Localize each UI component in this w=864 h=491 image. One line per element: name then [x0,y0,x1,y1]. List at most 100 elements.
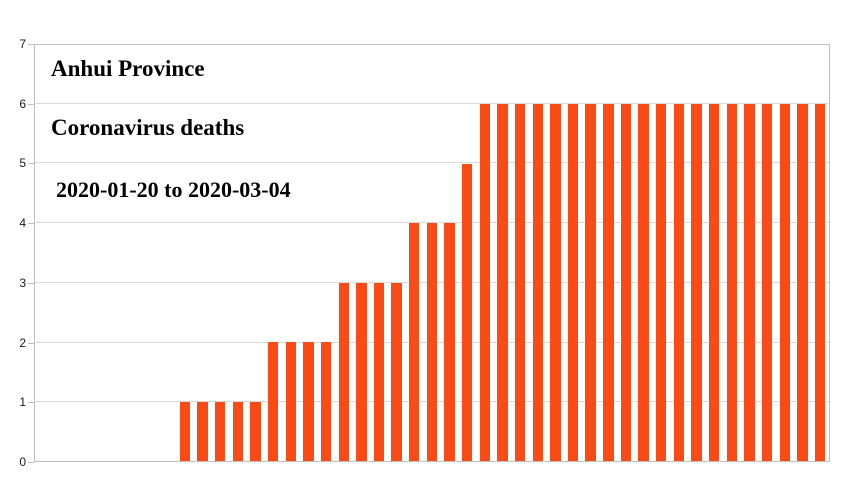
bar-day-17-value-2 [320,342,332,461]
gridline-y5 [35,162,829,164]
bar-day-18-value-3 [338,282,349,461]
bar-slot [758,45,776,461]
y-axis-label-0: 0 [19,455,26,469]
y-axis-tick-2 [28,342,34,344]
bar-slot [423,45,441,461]
y-axis-tick-7 [28,44,34,45]
bar-day-40-value-6 [726,104,737,461]
bar-day-26-value-6 [479,104,491,461]
bar-slot [194,45,212,461]
bar-day-24-value-4 [444,223,455,461]
bar-slot [211,45,229,461]
bar-slot [494,45,512,461]
y-axis-tick-1 [28,402,34,404]
bar-slot [405,45,423,461]
bar-day-33-value-6 [603,104,614,461]
y-axis-tick-3 [28,282,34,284]
bar-day-29-value-6 [532,104,543,461]
bar-day-30-value-6 [550,104,561,461]
bar-slot [35,45,53,461]
bar-day-16-value-2 [303,342,314,461]
bar-slot [335,45,353,461]
bar-day-25-value-5 [461,163,473,461]
bar-slot [123,45,141,461]
bar-slot [794,45,812,461]
y-axis-label-2: 2 [19,335,26,350]
bar-slot [723,45,741,461]
bar-slot [652,45,670,461]
bar-slot [529,45,547,461]
bar-day-19-value-3 [356,282,367,461]
bar-day-15-value-2 [285,342,296,461]
bar-slot [88,45,106,461]
bar-slot [317,45,335,461]
y-axis-label-1: 1 [19,395,26,410]
bar-slot [635,45,653,461]
bar-slot [370,45,388,461]
bar-day-11-value-1 [215,401,226,461]
bar-slot [811,45,829,461]
bar-slot [741,45,759,461]
bar-slot [70,45,88,461]
bar-slot [600,45,618,461]
y-axis-tick-6 [28,103,34,105]
bar-slot [264,45,282,461]
bar-day-27-value-6 [497,104,508,461]
y-axis-label-5: 5 [19,156,26,171]
bar-day-39-value-6 [708,104,720,461]
bar-slot [547,45,565,461]
bar-day-20-value-3 [373,282,385,461]
bar-slot [617,45,635,461]
bar-slot [476,45,494,461]
bar-slot [300,45,318,461]
bar-day-43-value-6 [779,104,790,461]
gridline-y4 [35,222,829,224]
bar-slot [282,45,300,461]
bar-slot [776,45,794,461]
bar-slot [158,45,176,461]
bar-day-32-value-6 [585,104,596,461]
bar-day-35-value-6 [638,104,649,461]
bar-slot [441,45,459,461]
bar-slot [458,45,476,461]
bar-slot [564,45,582,461]
bar-day-38-value-6 [691,104,702,461]
bar-slot [106,45,124,461]
bar-slot [670,45,688,461]
bar-slot [53,45,71,461]
plot-area: Anhui Province Coronavirus deaths 2020-0… [34,44,830,462]
y-axis-label-3: 3 [19,275,26,290]
bar-day-37-value-6 [673,104,685,461]
y-axis-tick-0 [28,462,34,463]
bar-day-42-value-6 [761,104,773,461]
bar-day-41-value-6 [744,104,755,461]
y-axis-label-7: 7 [19,37,26,51]
bar-day-12-value-1 [232,401,244,461]
bar-slot [141,45,159,461]
bar-slot [353,45,371,461]
bar-slot [229,45,247,461]
bar-slot [688,45,706,461]
bar-day-23-value-4 [426,223,438,461]
bar-day-10-value-1 [197,401,208,461]
bar-day-36-value-6 [656,104,667,461]
bar-slot [511,45,529,461]
y-axis-tick-5 [28,163,34,165]
gridline-y6 [35,102,829,104]
y-axis-label-4: 4 [19,216,26,231]
bar-slot [705,45,723,461]
bar-day-9-value-1 [179,401,191,461]
bar-day-44-value-6 [797,104,808,461]
y-axis-label-6: 6 [19,96,26,111]
bar-series [35,45,829,461]
bar-day-34-value-6 [620,104,632,461]
bar-slot [176,45,194,461]
bar-day-45-value-6 [814,104,826,461]
bar-day-21-value-3 [391,282,402,461]
bar-day-28-value-6 [514,104,526,461]
bar-day-14-value-2 [267,342,279,461]
bar-day-22-value-4 [409,223,420,461]
bar-day-13-value-1 [250,401,261,461]
bar-slot [247,45,265,461]
